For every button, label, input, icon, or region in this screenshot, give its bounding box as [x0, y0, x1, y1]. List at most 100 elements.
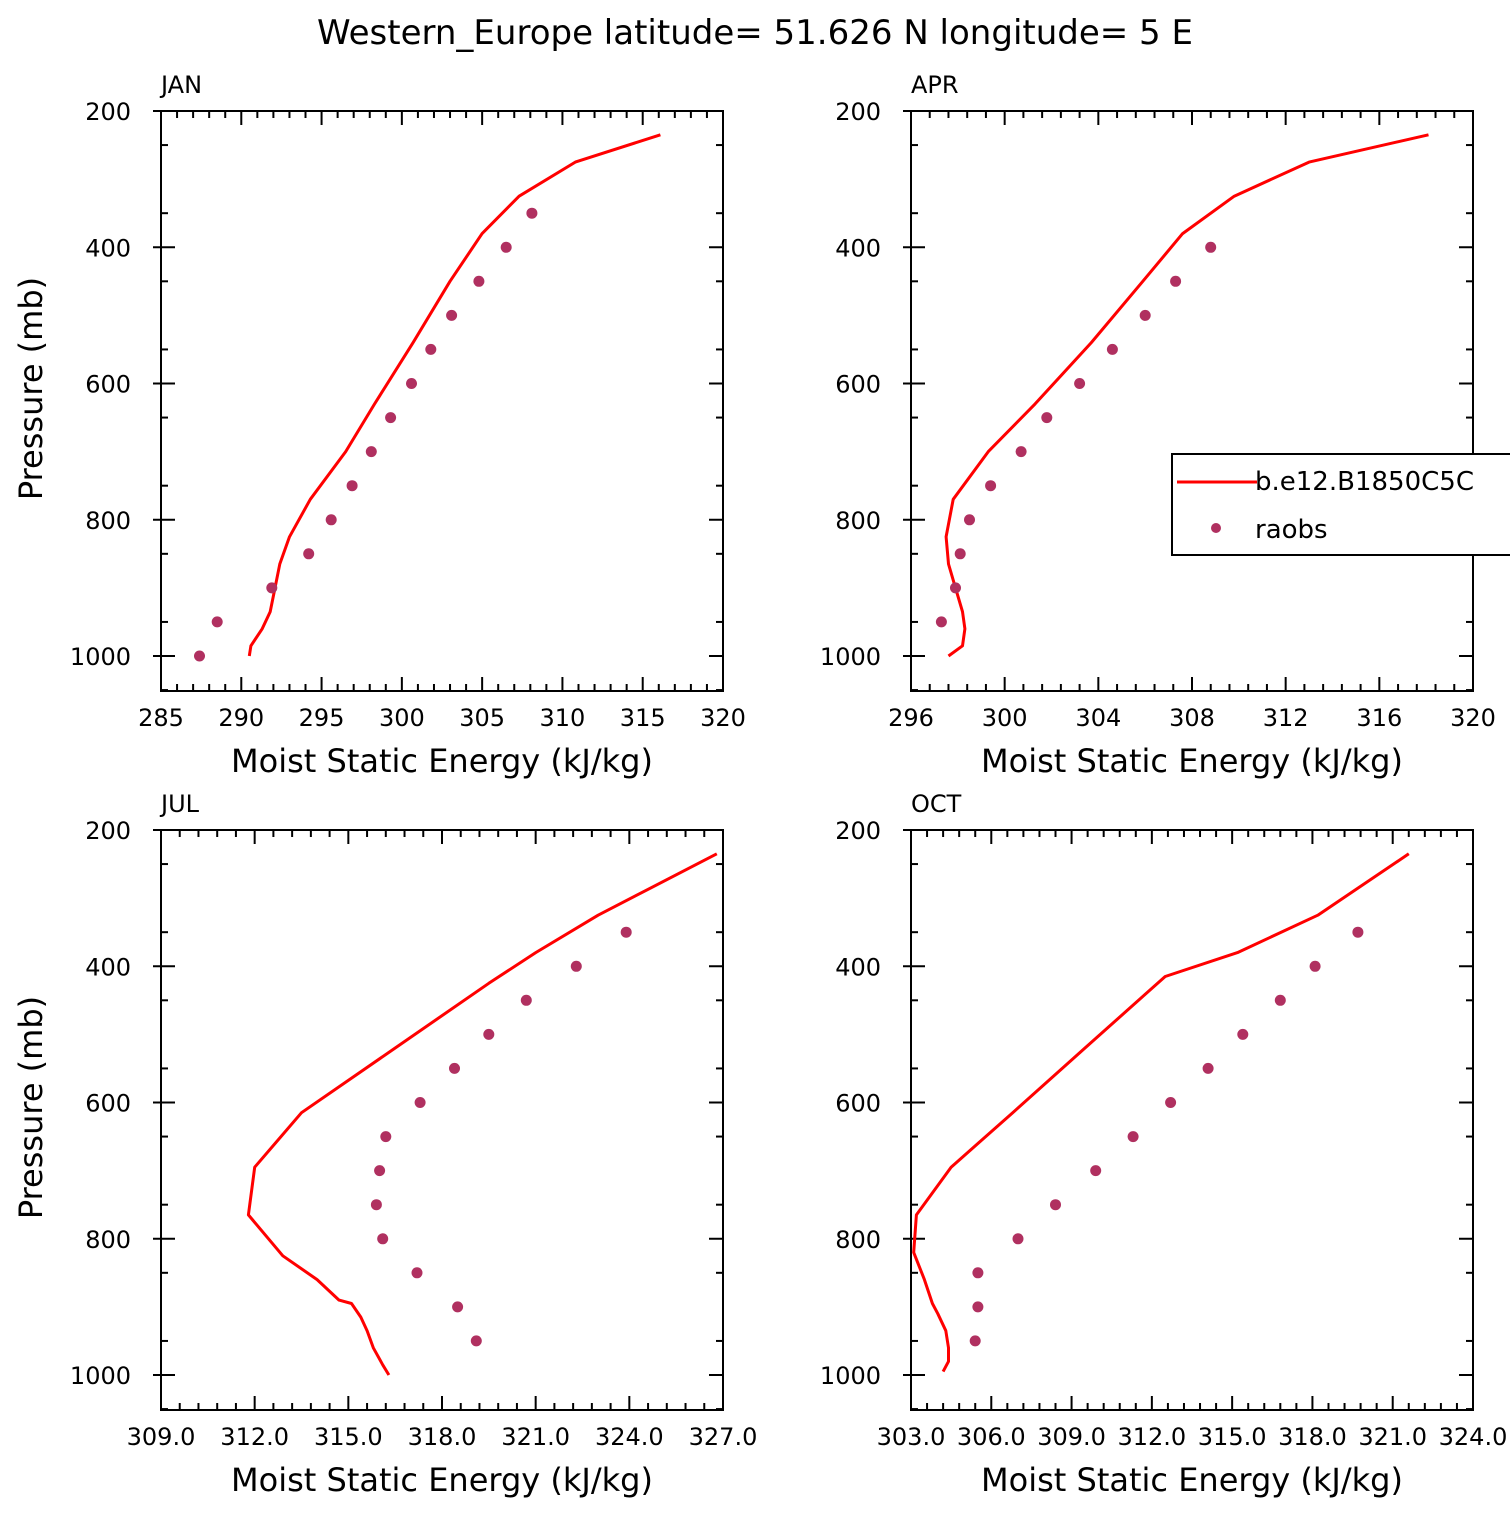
raobs-point — [1170, 275, 1182, 287]
raobs-point — [446, 309, 458, 321]
panel-label-jan: JAN — [159, 71, 202, 99]
x-tick-label: 315.0 — [314, 1423, 383, 1451]
x-tick-label: 327.0 — [689, 1423, 758, 1451]
y-tick-label: 1000 — [70, 643, 131, 671]
x-axis-title: Moist Static Energy (kJ/kg) — [231, 742, 653, 780]
y-tick-label: 1000 — [820, 643, 881, 671]
raobs-point — [370, 1199, 382, 1211]
panels: JAN 285 290 295 300 305 310 315 320 200 400 600 800 1… — [12, 71, 1507, 1499]
raobs-point — [972, 1267, 984, 1279]
y-tick-label: 800 — [835, 1226, 881, 1254]
raobs-point — [1074, 378, 1086, 389]
raobs-point — [1127, 1131, 1139, 1143]
x-tick-label: 312.0 — [220, 1423, 289, 1451]
x-tick-label: 296 — [888, 704, 934, 732]
x-tick-label: 318.0 — [1278, 1423, 1347, 1451]
x-tick-label: 318.0 — [408, 1423, 477, 1451]
raobs-point — [470, 1335, 482, 1347]
raobs-point — [500, 241, 512, 253]
raobs-point — [380, 1131, 392, 1143]
panel-label-oct: OCT — [911, 790, 962, 818]
legend: b.e12.B1850C5C raobs — [1171, 453, 1510, 556]
y-tick-label: 400 — [835, 234, 881, 262]
x-tick-label: 306.0 — [957, 1423, 1026, 1451]
raobs-point — [346, 480, 358, 492]
x-tick-label: 315 — [620, 704, 666, 732]
legend-label-model: b.e12.B1850C5C — [1255, 467, 1474, 497]
raobs-point — [526, 207, 538, 219]
y-tick-label: 400 — [835, 953, 881, 981]
x-tick-label: 303.0 — [877, 1423, 946, 1451]
panel-apr: APR 296 300 304 308 312 316 320 200 400 600 800 1000… — [820, 71, 1496, 780]
raobs-point — [406, 378, 417, 389]
raobs-point — [473, 275, 485, 287]
raobs-point — [570, 960, 582, 972]
y-tick-label: 1000 — [70, 1362, 131, 1390]
x-tick-label: 300 — [982, 704, 1028, 732]
panel-jul: JUL 309.0 312.0 315.0 318.0 321.0 324.0 327.0 20… — [12, 790, 757, 1499]
raobs-point — [266, 582, 278, 594]
x-axis-title: Moist Static Energy (kJ/kg) — [981, 1461, 1403, 1499]
y-tick-label: 400 — [85, 953, 131, 981]
raobs-point — [374, 1165, 386, 1177]
x-tick-label: 316 — [1356, 704, 1402, 732]
raobs-point — [520, 994, 532, 1006]
x-tick-label: 304 — [1075, 704, 1121, 732]
raobs-point — [483, 1028, 495, 1040]
model-line-oct — [912, 852, 1410, 1373]
raobs-point — [325, 514, 337, 526]
y-tick-label: 200 — [835, 817, 881, 845]
x-tick-label: 285 — [138, 704, 184, 732]
raobs-point — [1106, 343, 1118, 355]
legend-label-raobs: raobs — [1255, 515, 1328, 545]
y-tick-label: 600 — [835, 1090, 881, 1118]
x-tick-label: 320 — [1450, 704, 1496, 732]
panel-label-jul: JUL — [159, 790, 200, 818]
raobs-point — [1090, 1165, 1102, 1177]
x-tick-label: 312.0 — [1117, 1423, 1186, 1451]
y-tick-label: 400 — [85, 234, 131, 262]
y-tick-label: 600 — [85, 1090, 131, 1118]
raobs-point — [1139, 309, 1151, 321]
raobs-point — [211, 616, 223, 628]
x-tick-label: 309.0 — [127, 1423, 196, 1451]
y-tick-label: 200 — [85, 98, 131, 126]
raobs-point — [452, 1301, 464, 1313]
panel-label-apr: APR — [911, 71, 959, 99]
raobs-point — [414, 1097, 426, 1108]
legend-box — [1171, 453, 1510, 556]
model-line-apr — [944, 133, 1429, 658]
y-axis-title: Pressure (mb) — [12, 277, 50, 500]
raobs-point — [935, 616, 947, 628]
x-tick-label: 295 — [299, 704, 345, 732]
raobs-point — [950, 582, 961, 594]
raobs-point — [1202, 1062, 1214, 1074]
y-tick-label: 800 — [835, 507, 881, 535]
raobs-point — [620, 926, 632, 938]
raobs-point — [425, 343, 437, 355]
raobs-point — [449, 1062, 460, 1074]
raobs-point — [365, 446, 377, 458]
x-tick-label: 308 — [1169, 704, 1215, 732]
y-tick-label: 200 — [85, 817, 131, 845]
x-tick-label: 324.0 — [1439, 1423, 1508, 1451]
raobs-point — [1012, 1233, 1024, 1245]
plot-frame — [160, 110, 724, 692]
x-tick-label: 290 — [218, 704, 264, 732]
raobs-point — [1041, 412, 1053, 424]
model-line-jan — [247, 133, 661, 657]
y-tick-label: 600 — [835, 371, 881, 399]
raobs-point — [1050, 1199, 1061, 1211]
x-tick-label: 321.0 — [1358, 1423, 1427, 1451]
x-tick-label: 300 — [379, 704, 425, 732]
model-line-jul — [246, 852, 718, 1376]
x-tick-label: 305 — [459, 704, 505, 732]
x-tick-label: 324.0 — [595, 1423, 664, 1451]
x-tick-label: 312 — [1263, 704, 1309, 732]
raobs-point — [303, 548, 315, 560]
y-tick-label: 1000 — [820, 1362, 881, 1390]
y-tick-label: 800 — [85, 1226, 131, 1254]
figure-title: Western_Europe latitude= 51.626 N longit… — [317, 13, 1193, 53]
raobs-point — [969, 1335, 981, 1347]
